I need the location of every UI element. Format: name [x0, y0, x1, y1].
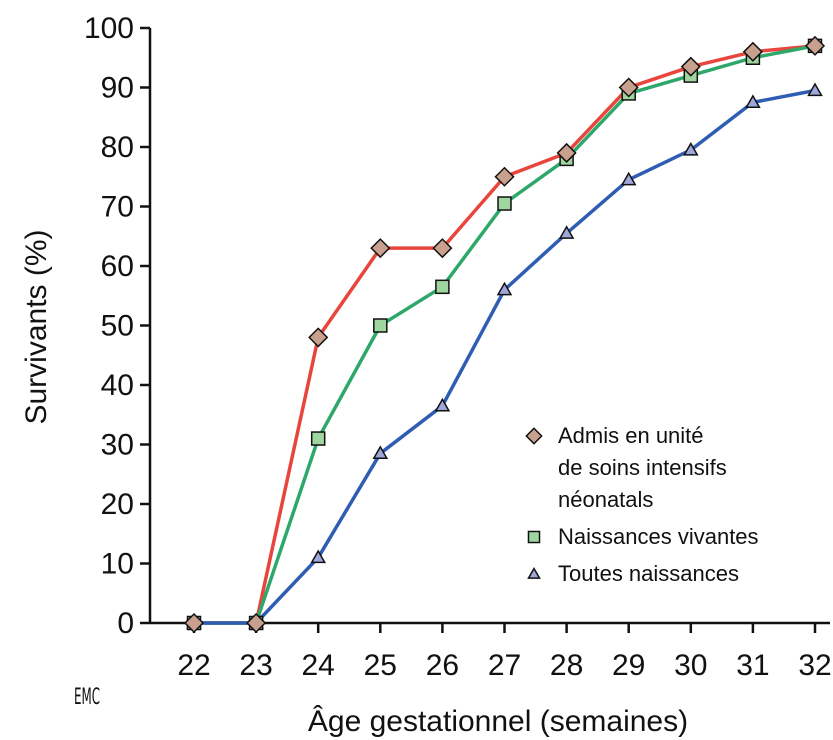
legend-label: néonatals: [558, 487, 653, 512]
data-point-diamond: [308, 327, 329, 348]
y-tick-label: 10: [101, 548, 134, 581]
emc-logo: EMC: [74, 685, 100, 710]
data-point-diamond: [618, 77, 639, 98]
data-point-triangle: [434, 397, 451, 412]
y-tick-label: 100: [84, 12, 134, 45]
legend-label: Toutes naissances: [558, 561, 739, 586]
x-tick-label: 27: [488, 649, 521, 682]
x-tick-label: 23: [239, 649, 272, 682]
data-point-triangle: [372, 445, 389, 460]
legend-label: Naissances vivantes: [558, 524, 759, 549]
series-markers: [183, 35, 826, 634]
x-tick-label: 25: [364, 649, 397, 682]
y-tick-label: 80: [101, 131, 134, 164]
data-point-triangle: [807, 82, 823, 97]
y-tick-label: 20: [101, 488, 134, 521]
x-tick-label: 32: [798, 649, 831, 682]
data-point-triangle: [745, 94, 761, 108]
data-point-diamond: [556, 142, 577, 164]
y-tick-label: 40: [101, 369, 134, 402]
y-tick-label: 70: [101, 191, 134, 224]
data-point-diamond: [804, 35, 826, 56]
data-point-diamond: [246, 612, 267, 634]
data-point-triangle: [620, 171, 637, 186]
y-axis-title: Survivants (%): [20, 229, 53, 424]
data-point-square: [497, 196, 512, 211]
data-point-square: [373, 318, 388, 333]
data-point-triangle: [310, 549, 326, 564]
y-tick-label: 30: [101, 429, 134, 462]
y-axis-ticks: 0 10 20 30 40 50 60 70 80 90 100: [84, 12, 150, 640]
y-tick-label: 0: [117, 607, 134, 640]
data-point-diamond: [742, 41, 763, 62]
data-point-square: [310, 431, 326, 446]
data-point-triangle: [496, 281, 513, 296]
legend-marker-square: [527, 530, 541, 544]
legend-label: Admis en unité: [558, 423, 704, 448]
x-axis-title: Âge gestationnel (semaines): [308, 705, 688, 738]
y-tick-label: 60: [101, 250, 134, 283]
x-tick-label: 29: [612, 649, 645, 682]
x-tick-label: 28: [550, 649, 583, 682]
emc-logo-text: EMC: [74, 685, 100, 710]
legend-marker-triangle: [527, 566, 541, 579]
y-tick-label: 50: [101, 310, 134, 343]
data-point-diamond: [370, 238, 391, 259]
x-tick-label: 22: [177, 649, 210, 682]
data-point-diamond: [183, 612, 205, 634]
x-tick-label: 31: [736, 649, 769, 682]
data-point-diamond: [680, 56, 701, 77]
legend-label: de soins intensifs: [558, 455, 727, 480]
data-point-diamond: [494, 166, 515, 187]
x-axis-ticks: 22 23 24 25 26 27 28 29 30 31 32: [177, 623, 832, 682]
data-point-triangle: [683, 141, 699, 156]
x-tick-label: 30: [674, 649, 707, 682]
data-point-square: [435, 279, 450, 295]
x-tick-label: 26: [426, 649, 459, 682]
legend-marker-diamond: [525, 427, 543, 445]
x-tick-label: 24: [302, 649, 335, 682]
data-point-triangle: [558, 225, 575, 239]
data-point-diamond: [432, 238, 453, 259]
legend: Admis en unité de soins intensifs néonatal…: [525, 423, 759, 586]
y-tick-label: 90: [101, 72, 134, 105]
